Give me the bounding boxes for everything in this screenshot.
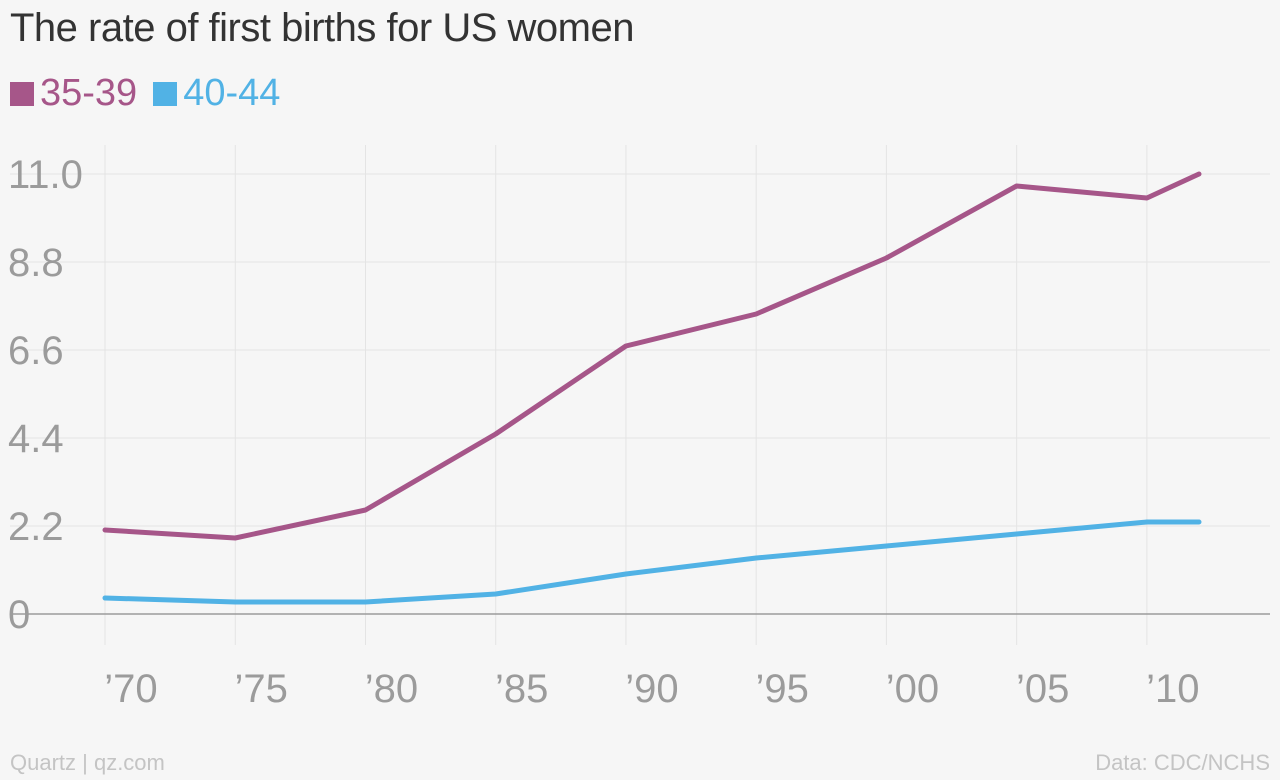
x-tick-label: ’85 xyxy=(495,667,548,711)
y-tick-label: 8.8 xyxy=(8,241,64,285)
x-tick-label: ’90 xyxy=(625,667,678,711)
x-tick-label: ’95 xyxy=(755,667,808,711)
series-line-40-44 xyxy=(102,519,1202,605)
legend: 35-39 40-44 xyxy=(10,72,280,115)
y-tick-label: 0 xyxy=(8,593,30,637)
legend-swatch-40-44 xyxy=(153,81,178,106)
y-tick-label: 11.0 xyxy=(8,153,83,197)
legend-item-40-44: 40-44 xyxy=(153,72,280,115)
x-tick-label: ’70 xyxy=(104,667,157,711)
x-tick-label: ’05 xyxy=(1016,667,1069,711)
chart-title: The rate of first births for US women xyxy=(10,6,634,50)
series-line-35-39 xyxy=(102,171,1202,541)
x-tick-label: ’10 xyxy=(1146,667,1199,711)
x-tick-label: ’00 xyxy=(886,667,939,711)
legend-label-40-44: 40-44 xyxy=(183,72,281,114)
footer-source-right: Data: CDC/NCHS xyxy=(1095,750,1270,775)
y-tick-label: 6.6 xyxy=(8,329,64,373)
y-tick-label: 2.2 xyxy=(8,505,64,549)
x-tick-label: ’80 xyxy=(365,667,418,711)
footer-source-left: Quartz | qz.com xyxy=(10,750,165,775)
legend-label-35-39: 35-39 xyxy=(40,72,138,114)
legend-swatch-35-39 xyxy=(10,81,34,106)
y-tick-label: 4.4 xyxy=(8,417,64,461)
legend-item-35-39: 35-39 xyxy=(10,72,137,115)
x-tick-label: ’75 xyxy=(235,667,288,711)
